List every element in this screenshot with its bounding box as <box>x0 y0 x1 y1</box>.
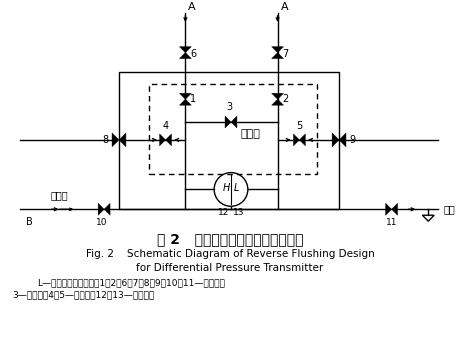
Text: for Differential Pressure Transmitter: for Differential Pressure Transmitter <box>136 263 324 273</box>
Polygon shape <box>272 47 284 53</box>
Text: 5: 5 <box>296 121 302 131</box>
Text: 6: 6 <box>190 48 196 59</box>
Text: H: H <box>222 183 230 193</box>
Polygon shape <box>112 133 119 147</box>
Polygon shape <box>160 134 165 146</box>
Polygon shape <box>104 203 110 215</box>
Polygon shape <box>179 93 191 99</box>
Text: 4: 4 <box>163 121 169 131</box>
Polygon shape <box>179 47 191 53</box>
Text: 11: 11 <box>386 218 397 227</box>
Text: B: B <box>26 217 33 227</box>
Text: 10: 10 <box>96 218 108 227</box>
Text: 8: 8 <box>102 135 108 145</box>
Text: 3—平衡阀；4、5—排污阀；12、13—排污丝堤: 3—平衡阀；4、5—排污阀；12、13—排污丝堤 <box>12 291 154 299</box>
Text: A: A <box>281 2 288 12</box>
Text: A: A <box>189 2 196 12</box>
Text: 12: 12 <box>219 208 230 217</box>
Bar <box>119 73 339 209</box>
Polygon shape <box>179 99 191 105</box>
Text: 五阀组: 五阀组 <box>241 129 261 139</box>
Text: 2: 2 <box>283 94 289 104</box>
Polygon shape <box>386 203 391 215</box>
Polygon shape <box>225 116 231 128</box>
Text: 13: 13 <box>233 208 245 217</box>
Text: 7: 7 <box>283 48 289 59</box>
Polygon shape <box>391 203 397 215</box>
Polygon shape <box>231 116 237 128</box>
Text: 1: 1 <box>190 94 196 104</box>
Polygon shape <box>272 53 284 58</box>
Text: Fig. 2    Schematic Diagram of Reverse Flushing Design: Fig. 2 Schematic Diagram of Reverse Flus… <box>86 249 374 259</box>
Text: 图 2   差压变送器反冲水设计示意图: 图 2 差压变送器反冲水设计示意图 <box>157 232 303 246</box>
Polygon shape <box>272 99 284 105</box>
Polygon shape <box>294 134 299 146</box>
Polygon shape <box>165 134 171 146</box>
Text: 反冲水: 反冲水 <box>51 190 68 200</box>
Text: 9: 9 <box>350 135 356 145</box>
Polygon shape <box>332 133 339 147</box>
Text: 3: 3 <box>226 102 232 112</box>
Polygon shape <box>98 203 104 215</box>
Text: L: L <box>233 183 239 193</box>
Polygon shape <box>299 134 305 146</box>
Text: 地漏: 地漏 <box>443 204 455 214</box>
Polygon shape <box>272 93 284 99</box>
Polygon shape <box>339 133 346 147</box>
Polygon shape <box>179 53 191 58</box>
Polygon shape <box>119 133 126 147</box>
Bar <box>149 84 317 173</box>
Text: L—压力变送器低压侧；1、2、6、7、8、9、10、11—截止阀；: L—压力变送器低压侧；1、2、6、7、8、9、10、11—截止阀； <box>37 279 225 288</box>
